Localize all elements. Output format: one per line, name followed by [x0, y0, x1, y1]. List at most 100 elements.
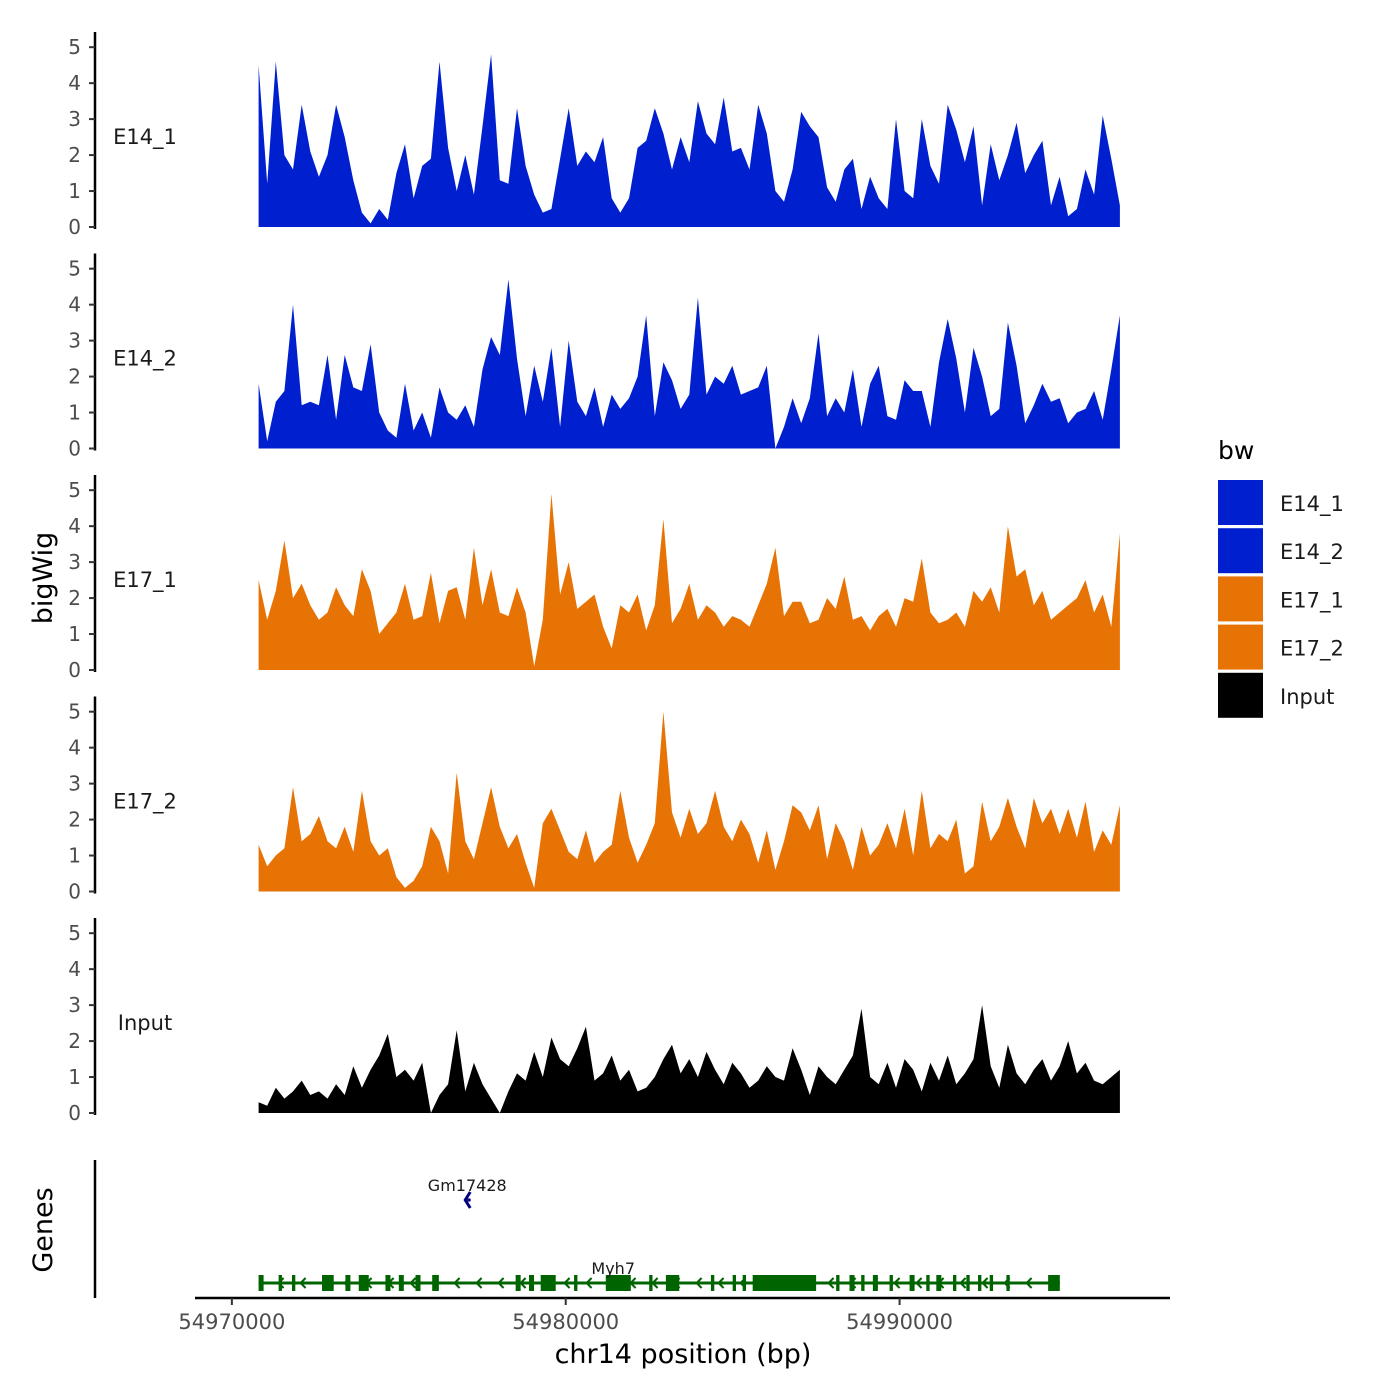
track-e14_1: 0 1 2 3 4 5 E14_1 [68, 32, 1120, 239]
strand-arrow [651, 1277, 659, 1289]
bigwig-tracks: 0 1 2 3 4 5 E14_1 0 1 2 3 4 5 E14_2 0 1 2 3 4 5 E17_1 0 1 2 3 4 5 E… [68, 32, 1120, 1125]
track-area-e14_2 [258, 279, 1120, 449]
exon [732, 1275, 736, 1291]
strand-arrow [695, 1277, 703, 1289]
exon [345, 1275, 351, 1291]
exon [278, 1275, 282, 1291]
legend-swatch [1218, 528, 1263, 574]
track-input: 0 1 2 3 4 5 Input [68, 918, 1120, 1125]
x-axis-title: chr14 position (bp) [555, 1339, 812, 1370]
strand-arrow [463, 1191, 472, 1209]
track-y-tick-label: 3 [68, 107, 81, 131]
legend-swatch [1218, 624, 1263, 670]
legend-label: Input [1280, 685, 1334, 709]
exon [529, 1275, 535, 1291]
exon [752, 1275, 817, 1291]
exon [1006, 1275, 1010, 1291]
track-y-tick-label: 0 [68, 215, 81, 239]
track-y-tick-label: 4 [68, 957, 81, 981]
exon [952, 1275, 957, 1291]
legend-title: bw [1218, 436, 1254, 465]
exon [889, 1275, 893, 1291]
legend-entry-e17_1: E17_1 [1218, 576, 1344, 622]
track-label: Input [118, 1011, 172, 1035]
track-y-tick-label: 5 [68, 478, 81, 502]
exon [966, 1275, 970, 1291]
track-area-e17_2 [258, 711, 1120, 892]
exon [861, 1275, 865, 1291]
track-y-tick-label: 1 [68, 622, 81, 646]
exon [1048, 1275, 1060, 1291]
track-y-tick-label: 2 [68, 586, 81, 610]
legend-entry-e17_2: E17_2 [1218, 624, 1344, 670]
exon [872, 1275, 878, 1291]
exon [258, 1275, 264, 1291]
exon [432, 1275, 439, 1291]
legend-entry-input: Input [1218, 672, 1334, 718]
track-e17_2: 0 1 2 3 4 5 E17_2 [68, 696, 1120, 904]
exon [849, 1275, 855, 1291]
legend-entries: E14_1 E14_2 E17_1 E17_2 Input [1218, 480, 1344, 718]
exon [665, 1275, 680, 1291]
exon [909, 1275, 915, 1291]
track-area-e14_1 [258, 54, 1120, 228]
track-y-tick-label: 3 [68, 550, 81, 574]
legend-swatch [1218, 576, 1263, 622]
track-y-tick-label: 5 [68, 921, 81, 945]
track-e17_1: 0 1 2 3 4 5 E17_1 [68, 475, 1120, 682]
strand-arrow [409, 1277, 417, 1289]
legend: bw E14_1 E14_2 E17_1 E17_2 Input [1218, 436, 1344, 718]
track-y-tick-label: 2 [68, 365, 81, 389]
strand-arrow [497, 1277, 505, 1289]
track-y-tick-label: 2 [68, 1029, 81, 1053]
exon [926, 1275, 930, 1291]
legend-label: E17_2 [1280, 637, 1344, 662]
legend-label: E14_2 [1280, 540, 1344, 565]
gene-label: Myh7 [591, 1259, 635, 1278]
strand-arrow [959, 1277, 967, 1289]
x-tick-label: 54980000 [512, 1310, 619, 1334]
strand-arrow [299, 1277, 307, 1289]
exon [742, 1275, 747, 1291]
x-axis: 54970000 54980000 54990000 [178, 1296, 1170, 1334]
strand-arrow [717, 1277, 725, 1289]
legend-label: E14_1 [1280, 492, 1344, 517]
strand-arrow [585, 1277, 593, 1289]
strand-arrow [475, 1277, 483, 1289]
track-y-tick-label: 1 [68, 401, 81, 425]
exon [540, 1275, 556, 1291]
track-y-tick-label: 2 [68, 143, 81, 167]
exon [936, 1275, 942, 1291]
gene-myh7: Myh7 [258, 1259, 1060, 1291]
track-y-tick-label: 1 [68, 844, 81, 868]
strand-arrow [453, 1277, 461, 1289]
strand-arrow [981, 1277, 989, 1289]
track-y-tick-label: 2 [68, 808, 81, 832]
track-y-tick-label: 4 [68, 71, 81, 95]
x-tick-label: 54970000 [178, 1310, 285, 1334]
track-area-e17_1 [258, 493, 1120, 670]
track-y-tick-label: 4 [68, 514, 81, 538]
track-y-tick-label: 4 [68, 736, 81, 760]
exon [649, 1275, 653, 1291]
track-y-tick-label: 3 [68, 329, 81, 353]
track-y-tick-label: 5 [68, 700, 81, 724]
exon [358, 1275, 369, 1291]
y-axis-title: bigWig [28, 532, 59, 625]
track-y-tick-label: 0 [68, 437, 81, 461]
strand-arrow [563, 1277, 571, 1289]
x-tick-label: 54990000 [846, 1310, 953, 1334]
track-y-tick-label: 0 [68, 880, 81, 904]
strand-arrow [827, 1277, 835, 1289]
exon [385, 1275, 391, 1291]
track-y-tick-label: 1 [68, 179, 81, 203]
exon [398, 1275, 404, 1291]
track-e14_2: 0 1 2 3 4 5 E14_2 [68, 253, 1120, 461]
exon [710, 1275, 715, 1291]
track-y-tick-label: 0 [68, 1101, 81, 1125]
legend-swatch [1218, 480, 1263, 525]
legend-entry-e14_1: E14_1 [1218, 480, 1344, 525]
track-y-tick-label: 4 [68, 293, 81, 317]
exon [836, 1275, 840, 1291]
legend-swatch [1218, 672, 1263, 718]
